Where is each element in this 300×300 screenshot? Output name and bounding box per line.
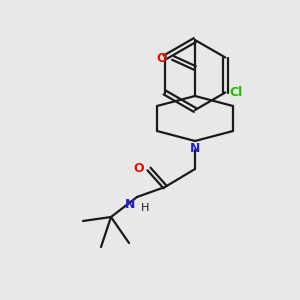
Text: H: H (141, 203, 149, 213)
Text: Cl: Cl (229, 86, 243, 99)
Text: O: O (156, 52, 167, 64)
Text: N: N (190, 142, 200, 155)
Text: O: O (134, 161, 144, 175)
Text: N: N (124, 198, 135, 211)
